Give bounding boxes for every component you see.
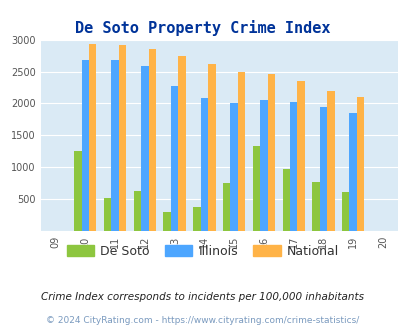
Bar [349,113,356,231]
Text: Crime Index corresponds to incidents per 100,000 inhabitants: Crime Index corresponds to incidents per… [41,292,364,302]
Bar [237,72,245,231]
Bar [178,56,185,231]
Bar [133,191,141,231]
Bar [74,150,81,231]
Bar [104,198,111,231]
Bar [207,64,215,231]
Bar [282,169,289,231]
Bar [89,44,96,231]
Bar [356,97,364,231]
Text: © 2024 CityRating.com - https://www.cityrating.com/crime-statistics/: © 2024 CityRating.com - https://www.city… [46,315,359,325]
Bar [163,212,171,231]
Text: De Soto Property Crime Index: De Soto Property Crime Index [75,20,330,36]
Bar [267,74,275,231]
Bar [260,100,267,231]
Bar [193,207,200,231]
Bar [148,49,156,231]
Bar [141,66,148,231]
Bar [118,45,126,231]
Legend: De Soto, Illinois, National: De Soto, Illinois, National [62,240,343,263]
Bar [252,146,260,231]
Bar [222,182,230,231]
Bar [296,81,304,231]
Bar [319,107,326,231]
Bar [111,60,118,231]
Bar [341,192,349,231]
Bar [289,102,296,231]
Bar [171,85,178,231]
Bar [311,182,319,231]
Bar [326,91,334,231]
Bar [230,103,237,231]
Bar [81,60,89,231]
Bar [200,98,207,231]
